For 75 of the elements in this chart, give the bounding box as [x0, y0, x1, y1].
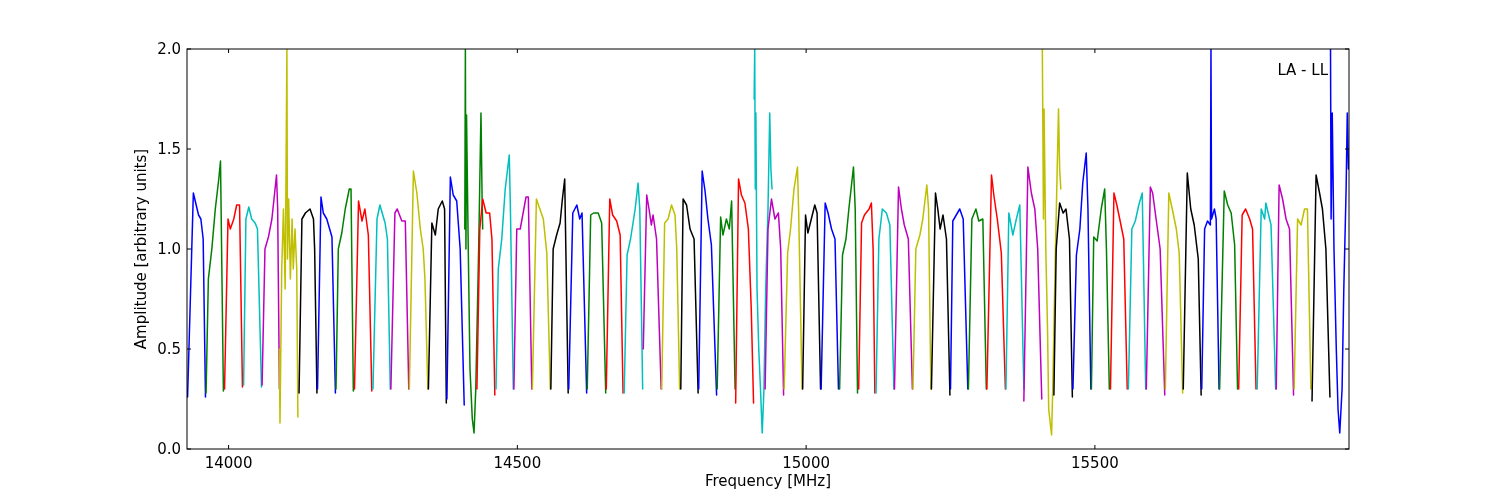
line-series [408, 170, 429, 390]
line-series [278, 49, 299, 424]
line-series [838, 166, 859, 394]
line-series [820, 202, 840, 390]
line-series [242, 206, 263, 388]
line-series [316, 196, 337, 394]
line-series [1109, 192, 1128, 390]
line-series [734, 178, 755, 404]
y-tick-label: 1.0 [157, 240, 181, 258]
line-series [930, 192, 951, 396]
line-series [893, 186, 914, 390]
line-series [372, 204, 392, 390]
line-series [205, 160, 225, 394]
x-tick-label: 15000 [782, 454, 830, 472]
line-series [1023, 166, 1043, 402]
line-series [949, 208, 969, 390]
line-series [753, 49, 773, 434]
y-tick-label: 0.5 [157, 340, 181, 358]
line-series [764, 198, 785, 396]
line-series [783, 166, 803, 390]
line-series [660, 204, 681, 390]
line-series [1293, 208, 1312, 390]
line-series [1005, 204, 1025, 390]
line-series [1256, 202, 1277, 390]
line-series [531, 198, 552, 390]
line-series [335, 188, 355, 392]
line-series [1145, 186, 1166, 396]
line-series [1041, 49, 1062, 436]
line-series [1329, 49, 1349, 434]
line-series [1218, 190, 1239, 390]
line-series [513, 196, 533, 390]
y-tick-label: 0.0 [157, 440, 181, 458]
line-series [642, 194, 662, 390]
line-series [1127, 192, 1147, 390]
x-tick-label: 14500 [493, 454, 542, 472]
line-series [568, 204, 588, 394]
line-series [605, 198, 624, 394]
line-series [586, 212, 607, 394]
line-series [1237, 208, 1257, 390]
y-tick-label: 1.5 [157, 140, 181, 158]
y-tick-label: 2.0 [157, 40, 181, 58]
line-series [298, 208, 318, 394]
line-series [427, 200, 448, 404]
line-series [680, 198, 699, 394]
line-series [353, 200, 373, 392]
line-series [1182, 172, 1202, 396]
line-series [495, 154, 515, 390]
line-series [1090, 188, 1111, 390]
line-series [1311, 174, 1331, 402]
line-series [550, 178, 569, 394]
line-series [1072, 152, 1092, 390]
line-series [716, 200, 736, 390]
line-series [697, 170, 718, 396]
line-series [1275, 184, 1295, 396]
line-series [476, 198, 496, 396]
line-series [623, 182, 644, 394]
line-series [223, 204, 244, 390]
annotation: LA - LL [1277, 61, 1329, 79]
line-series [801, 204, 822, 390]
line-series [967, 208, 988, 390]
line-series [187, 192, 207, 398]
line-series [857, 202, 876, 394]
x-tick-label: 15500 [1071, 454, 1119, 472]
x-axis-title: Frequency [MHz] [704, 472, 832, 490]
x-tick-label: 14000 [204, 454, 253, 472]
line-series [390, 208, 410, 390]
line-series [986, 174, 1007, 390]
line-series [875, 208, 895, 394]
line-series [1053, 202, 1074, 398]
line-series [464, 49, 484, 434]
line-series [912, 184, 932, 390]
line-series [446, 176, 465, 406]
line-series [1200, 49, 1220, 390]
y-axis-title: Amplitude [arbitrary units] [132, 148, 150, 350]
line-series [1164, 192, 1184, 394]
